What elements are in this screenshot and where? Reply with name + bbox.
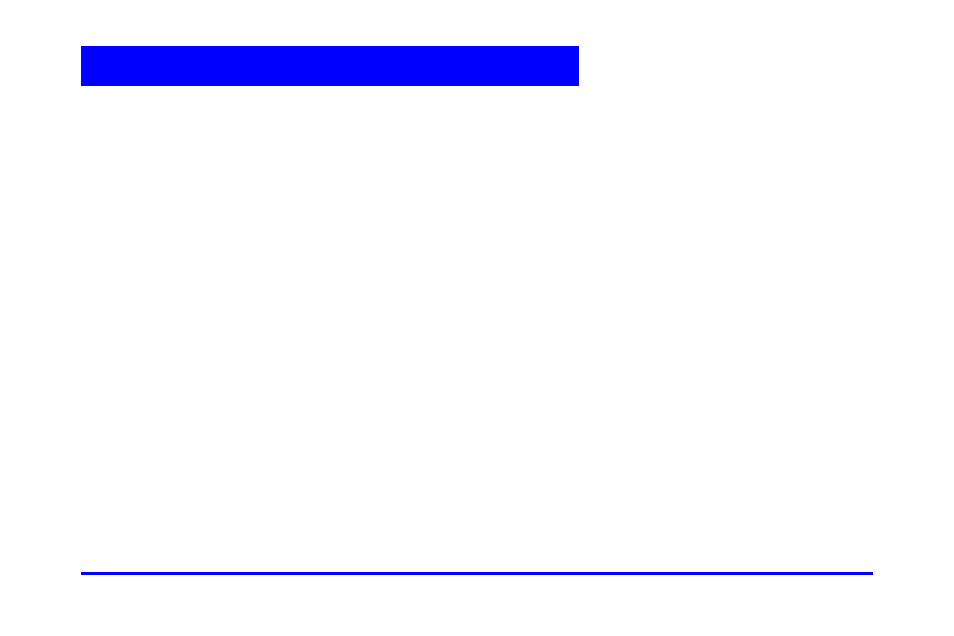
bottom-horizontal-rule [81,572,873,575]
top-blue-bar [81,46,579,86]
